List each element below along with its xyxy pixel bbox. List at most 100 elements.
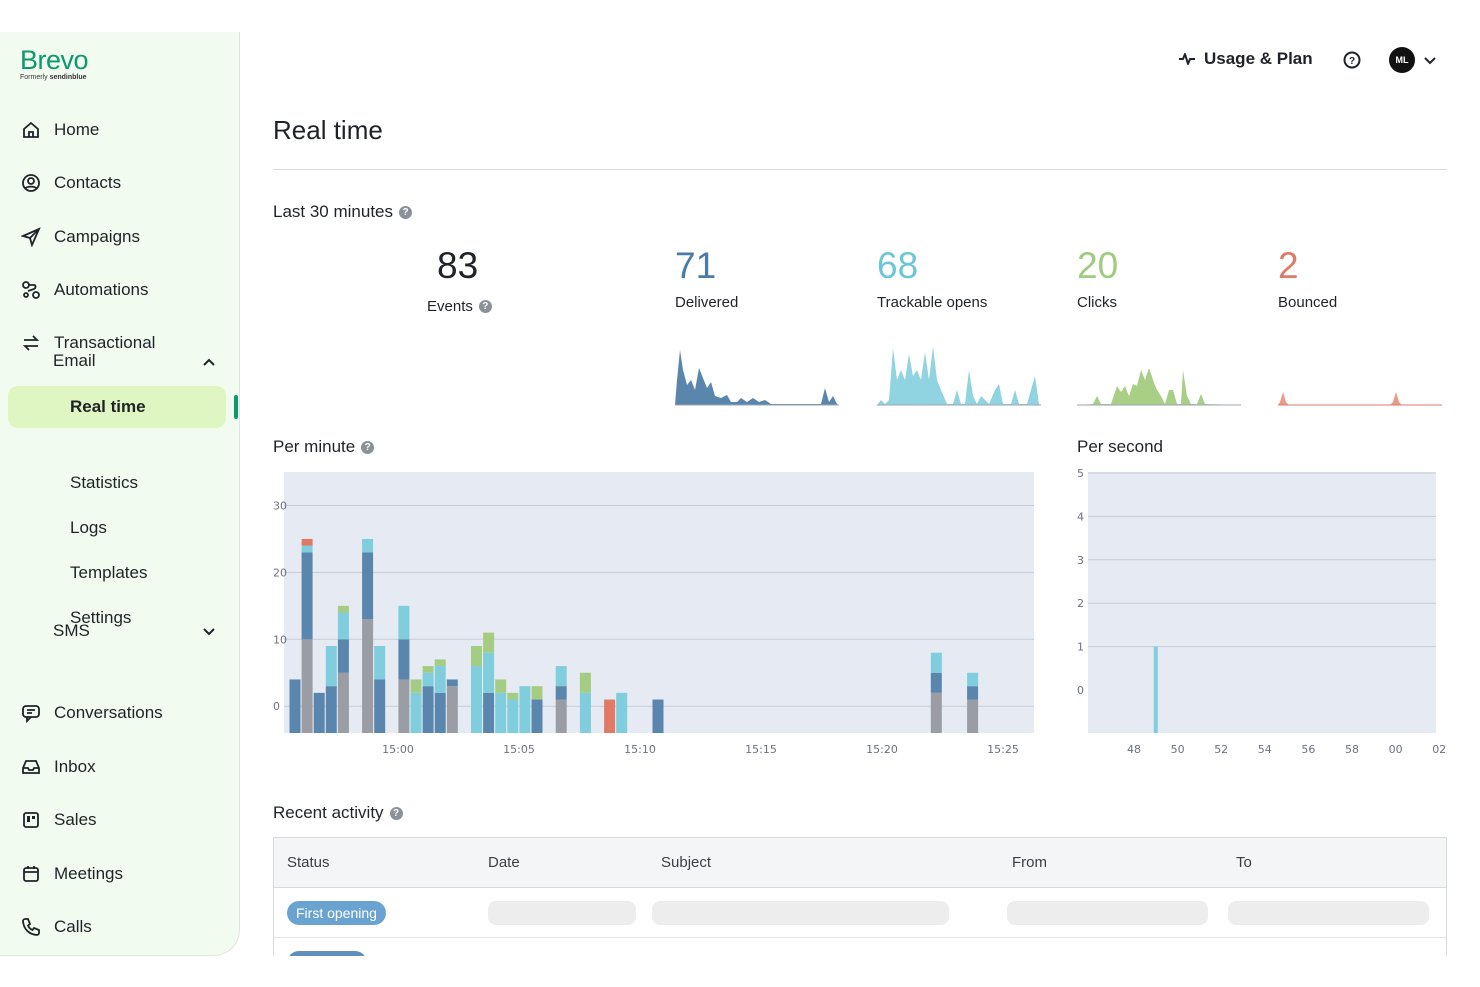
avatar[interactable]: ML (1389, 47, 1415, 73)
bar-segment-opens[interactable] (434, 666, 446, 693)
bar-segment-delivered[interactable] (398, 639, 410, 680)
bar-segment-gray[interactable] (446, 686, 458, 733)
sidebar-subitem-templates[interactable]: Templates (70, 563, 148, 582)
bar-segment-clicks[interactable] (422, 666, 434, 673)
bar-segment-gray[interactable] (398, 679, 410, 733)
bar-segment-delivered[interactable] (422, 686, 434, 733)
bar-segment-delivered[interactable] (434, 692, 446, 733)
bar-segment-delivered[interactable] (301, 552, 313, 640)
bar-segment-gray[interactable] (967, 699, 979, 733)
bar-segment-clicks[interactable] (410, 679, 422, 693)
bar-segment-delivered[interactable] (313, 692, 325, 733)
column-header-date[interactable]: Date (488, 854, 520, 871)
help-icon[interactable]: ? (1342, 50, 1362, 75)
chevron-down-icon (203, 621, 215, 641)
bar-segment-gray[interactable] (301, 639, 313, 733)
bar-segment-delivered[interactable] (652, 699, 664, 733)
bar-segment-clicks[interactable] (471, 646, 482, 667)
bar-opens[interactable] (1153, 646, 1158, 733)
bar-segment-delivered[interactable] (555, 686, 567, 700)
help-icon[interactable]: ? (478, 300, 492, 313)
bar-segment-delivered[interactable] (362, 552, 374, 620)
sidebar-item-sms[interactable]: SMS (53, 621, 215, 641)
bar-segment-opens[interactable] (555, 666, 567, 687)
bar-segment-opens[interactable] (374, 646, 386, 680)
bar-segment-gray[interactable] (930, 692, 942, 733)
bar-segment-opens[interactable] (930, 652, 942, 673)
table-row[interactable]: First opening (274, 888, 1446, 938)
bar-segment-clicks[interactable] (337, 605, 349, 613)
stat-events: 83 (437, 246, 478, 286)
sidebar-subitem-logs[interactable]: Logs (70, 518, 107, 537)
stat-label: Delivered (675, 294, 739, 311)
sidebar-subitem-statistics[interactable]: Statistics (70, 473, 139, 492)
bar-segment-delivered[interactable] (930, 672, 942, 693)
bar-segment-opens[interactable] (519, 686, 531, 733)
bar-segment-opens[interactable] (483, 652, 495, 693)
bar-segment-bounced[interactable] (301, 538, 313, 546)
bar-segment-gray[interactable] (555, 699, 567, 733)
bar-segment-opens[interactable] (967, 672, 979, 687)
bar-segment-opens[interactable] (325, 646, 337, 687)
account-chevron-down-icon[interactable] (1424, 52, 1436, 70)
bar-segment-clicks[interactable] (434, 659, 446, 667)
x-tick-label: 15:00 (382, 743, 414, 756)
sidebar-item-automations[interactable]: Automations (20, 278, 149, 302)
brevo-logo[interactable]: Brevo Formerly sendinblue (20, 46, 89, 81)
sidebar-item-contacts[interactable]: Contacts (20, 171, 121, 195)
bar-segment-clicks[interactable] (531, 686, 543, 700)
stat-value: 68 (877, 245, 919, 286)
bar-segment-delivered[interactable] (289, 679, 301, 733)
bar-segment-opens[interactable] (422, 672, 434, 687)
bar-segment-clicks[interactable] (495, 679, 507, 693)
bar-segment-opens[interactable] (616, 692, 628, 733)
x-tick-label: 02 (1432, 743, 1445, 756)
bar-segment-delivered[interactable] (446, 679, 458, 687)
sidebar-item-sales[interactable]: Sales (20, 808, 97, 832)
bar-segment-gray[interactable] (362, 619, 374, 733)
sidebar-item-transactional[interactable]: Transactional (20, 331, 155, 355)
column-header-to[interactable]: To (1236, 854, 1252, 871)
sidebar-item-calls[interactable]: Calls (20, 915, 92, 939)
column-header-status[interactable]: Status (287, 854, 330, 871)
sidebar-item-campaigns[interactable]: Campaigns (20, 225, 140, 249)
bar-segment-clicks[interactable] (483, 632, 495, 653)
column-header-subject[interactable]: Subject (661, 854, 712, 871)
sidebar-subitem-real-time[interactable]: Real time (8, 386, 226, 428)
automations-icon (20, 279, 42, 301)
bar-segment-gray[interactable] (337, 672, 349, 733)
bar-segment-opens[interactable] (495, 692, 507, 733)
bar-segment-delivered[interactable] (483, 692, 495, 733)
sidebar-item-home[interactable]: Home (20, 118, 99, 142)
sidebar-item-meetings[interactable]: Meetings (20, 862, 123, 886)
sidebar-item-conversations[interactable]: Conversations (20, 701, 163, 725)
sidebar-item-inbox[interactable]: Inbox (20, 755, 96, 779)
help-icon[interactable]: ? (361, 440, 375, 454)
bar-segment-opens[interactable] (337, 612, 349, 640)
bar-segment-clicks[interactable] (507, 692, 519, 700)
bar-segment-opens[interactable] (301, 545, 313, 553)
send-icon (20, 226, 42, 248)
bar-segment-opens[interactable] (507, 699, 519, 733)
bar-segment-delivered[interactable] (374, 679, 386, 733)
column-header-from[interactable]: From (1012, 854, 1047, 871)
bar-segment-clicks[interactable] (579, 672, 591, 693)
bar-segment-delivered[interactable] (967, 686, 979, 700)
inbox-icon (20, 756, 42, 778)
bar-segment-bounced[interactable] (604, 699, 616, 733)
x-tick-label: 15:10 (624, 743, 656, 756)
help-icon[interactable]: ? (389, 806, 403, 820)
sidebar-item-email[interactable]: Email (53, 351, 215, 371)
bar-segment-opens[interactable] (398, 605, 410, 640)
bar-segment-delivered[interactable] (531, 699, 543, 733)
bar-segment-opens[interactable] (410, 692, 422, 733)
help-icon[interactable]: ? (399, 205, 413, 219)
bar-segment-opens[interactable] (579, 692, 591, 733)
home-icon (20, 119, 42, 141)
bar-segment-opens[interactable] (362, 538, 374, 553)
usage-plan-button[interactable]: Usage & Plan (1178, 49, 1313, 69)
bar-segment-delivered[interactable] (337, 639, 349, 673)
bar-segment-delivered[interactable] (325, 686, 337, 733)
bar-segment-opens[interactable] (471, 666, 482, 733)
sidebar-subitem-settings[interactable]: Settings (70, 608, 132, 627)
